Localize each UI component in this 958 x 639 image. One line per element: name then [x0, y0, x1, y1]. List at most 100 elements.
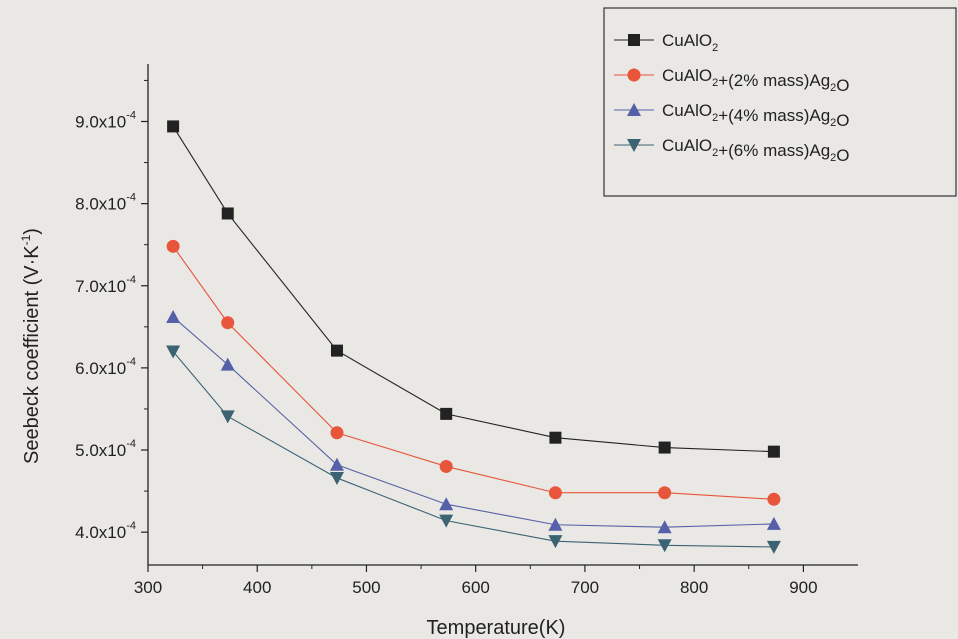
legend-entry-2: CuAlO2+(2% mass)Ag2O: [614, 66, 850, 95]
legend-subscript: 2: [830, 117, 836, 129]
data-point: [329, 457, 344, 471]
data-point: [439, 497, 454, 511]
y-tick-mantissa: 4.0x10: [75, 523, 126, 542]
legend-subscript: 2: [712, 77, 718, 89]
data-point: [439, 459, 453, 473]
data-point: [166, 239, 180, 253]
data-point: [329, 471, 344, 485]
data-point: [166, 345, 181, 359]
data-point: [167, 120, 180, 133]
data-point: [166, 309, 181, 323]
x-axis-title: Temperature(K): [427, 617, 566, 639]
legend-box: [603, 7, 957, 197]
legend-marker: [627, 103, 641, 116]
x-tick-label: 900: [789, 578, 817, 597]
legend-subscript: 2: [712, 42, 718, 54]
legend-text-part: +(4% mass)Ag: [718, 106, 830, 125]
data-point: [221, 207, 234, 220]
legend-entry-1: CuAlO2: [614, 31, 718, 54]
data-point: [658, 486, 672, 500]
legend-subscript: 2: [712, 147, 718, 159]
y-tick-mantissa: 6.0x10: [75, 359, 126, 378]
data-point: [657, 539, 672, 553]
y-axis-title-close: ): [21, 228, 43, 235]
data-point: [330, 426, 344, 440]
legend-label: CuAlO2+(4% mass)Ag2O: [662, 101, 850, 130]
legend-entry-4: CuAlO2+(6% mass)Ag2O: [614, 136, 850, 165]
series-line: [172, 316, 774, 528]
series-line: [172, 126, 774, 453]
legend-text-part: +(2% mass)Ag: [718, 71, 830, 90]
y-tick-label: 7.0x10-4: [75, 274, 136, 296]
plot-series: [166, 120, 781, 554]
data-point: [767, 492, 781, 506]
y-axis-title: Seebeck coefficient (V·K-1): [19, 228, 43, 464]
data-point: [549, 431, 562, 444]
axes: 300 400 500 600 700 800 9004.0x10-45.0x10-46.0…: [75, 64, 858, 597]
legend-marker: [628, 34, 640, 46]
y-tick-exponent: -4: [126, 520, 136, 532]
y-tick-mantissa: 8.0x10: [75, 195, 126, 214]
legend-text-part: O: [836, 111, 849, 130]
legend-subscript: 2: [830, 152, 836, 164]
y-tick-exponent: -4: [126, 109, 136, 121]
y-tick-label: 5.0x10-4: [75, 438, 136, 460]
data-point: [766, 516, 781, 530]
y-axis-title-sup: -1: [19, 234, 33, 245]
data-point: [440, 407, 453, 420]
y-tick-exponent: -4: [126, 274, 136, 286]
y-tick-label: 9.0x10-4: [75, 109, 136, 131]
legend-label: CuAlO2+(2% mass)Ag2O: [662, 66, 850, 95]
x-tick-label: 500: [352, 578, 380, 597]
y-tick-exponent: -4: [126, 438, 136, 450]
x-tick-label: 700: [571, 578, 599, 597]
x-tick-label: 400: [243, 578, 271, 597]
y-tick-label: 4.0x10-4: [75, 520, 136, 542]
series-line: [172, 246, 774, 500]
data-point: [548, 486, 562, 500]
legend-text-part: CuAlO: [662, 31, 712, 50]
legend-entry-3: CuAlO2+(4% mass)Ag2O: [614, 101, 850, 130]
x-tick-label: 800: [680, 578, 708, 597]
data-point: [330, 344, 343, 357]
series-1: [167, 120, 780, 458]
y-tick-exponent: -4: [126, 356, 136, 368]
x-tick-label: 300: [134, 578, 162, 597]
data-point: [657, 520, 672, 534]
y-tick-mantissa: 5.0x10: [75, 441, 126, 460]
legend-text-part: CuAlO: [662, 101, 712, 120]
legend-subscript: 2: [712, 112, 718, 124]
legend-subscript: 2: [830, 82, 836, 94]
data-point: [766, 540, 781, 554]
y-tick-label: 6.0x10-4: [75, 356, 136, 378]
series-3: [166, 309, 781, 534]
legend-text-part: O: [836, 146, 849, 165]
y-tick-mantissa: 9.0x10: [75, 112, 126, 131]
data-point: [220, 357, 235, 371]
legend-label: CuAlO2: [662, 31, 718, 54]
data-point: [439, 514, 454, 528]
legend-text-part: CuAlO: [662, 66, 712, 85]
data-point: [767, 445, 780, 458]
y-tick-exponent: -4: [126, 192, 136, 204]
series-2: [166, 239, 781, 506]
data-point: [658, 441, 671, 454]
x-tick-label: 600: [462, 578, 490, 597]
legend-label: CuAlO2+(6% mass)Ag2O: [662, 136, 850, 165]
legend-marker: [627, 68, 641, 82]
series-line: [172, 351, 774, 548]
legend-text-part: CuAlO: [662, 136, 712, 155]
y-tick-label: 8.0x10-4: [75, 192, 136, 214]
legend-marker: [627, 139, 641, 152]
legend-text-part: +(6% mass)Ag: [718, 141, 830, 160]
data-point: [221, 316, 235, 330]
series-4: [166, 345, 781, 554]
legend-text-part: O: [836, 76, 849, 95]
y-tick-mantissa: 7.0x10: [75, 277, 126, 296]
data-point: [220, 410, 235, 424]
y-axis-title-main: Seebeck coefficient (V·K: [21, 245, 43, 464]
data-point: [548, 517, 563, 531]
data-point: [548, 535, 563, 549]
